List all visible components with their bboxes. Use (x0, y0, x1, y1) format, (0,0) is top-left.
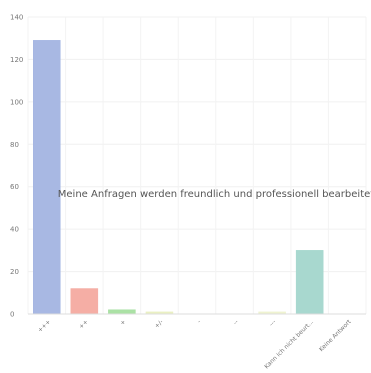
x-tick-label: +/- (153, 318, 164, 329)
bar (33, 40, 61, 315)
x-tick-label: + (119, 318, 128, 327)
y-tick-label: 0 (10, 311, 14, 319)
x-tick-label: - (196, 318, 202, 324)
bar (108, 309, 136, 315)
y-tick-label: 140 (10, 14, 23, 22)
y-tick-label: 80 (10, 141, 19, 149)
bars (33, 40, 324, 315)
y-tick-label: 20 (10, 268, 19, 276)
chart-title: Meine Anfragen werden freundlich und pro… (58, 189, 371, 200)
bar (70, 288, 99, 315)
x-tick-label: --- (268, 318, 278, 328)
x-tick-label: +++ (37, 318, 53, 334)
y-tick-label: 100 (10, 98, 23, 106)
y-tick-label: 60 (10, 183, 19, 191)
x-tick-label: -- (232, 318, 240, 326)
x-axis: +++ ++ + +/- - -- ---Kann ich nicht beurt... Ke… (37, 318, 354, 370)
grid-lines (27, 16, 367, 315)
x-tick-label: ++ (78, 318, 90, 330)
x-tick-label: Keine Antwort (318, 318, 353, 353)
y-axis: 0 20 40 60 80 100 120 140 (10, 14, 23, 319)
y-tick-label: 40 (10, 226, 19, 234)
bar (295, 250, 324, 315)
y-tick-label: 120 (10, 56, 23, 64)
